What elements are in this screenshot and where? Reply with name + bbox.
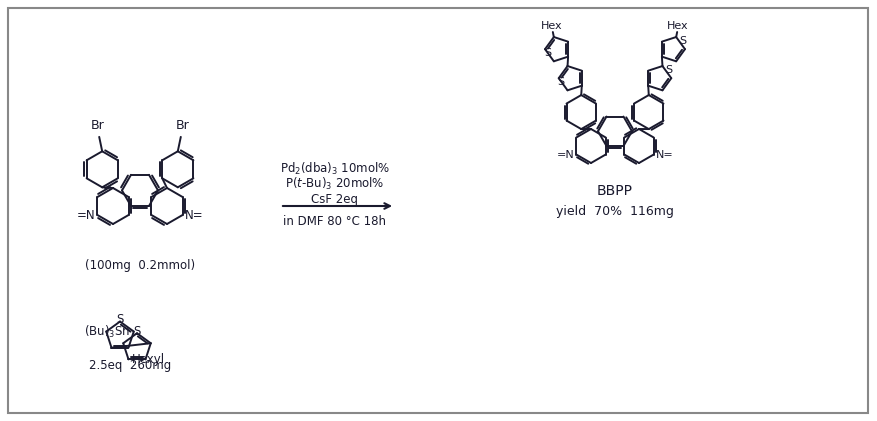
Text: S: S <box>665 65 672 75</box>
Text: (Bu)$_3$Sn: (Bu)$_3$Sn <box>84 323 131 340</box>
Text: N=: N= <box>184 208 203 221</box>
Text: yield  70%  116mg: yield 70% 116mg <box>555 205 674 218</box>
Text: Br: Br <box>90 119 104 132</box>
Text: S: S <box>678 36 685 46</box>
Text: =N: =N <box>556 149 574 160</box>
Text: S: S <box>543 48 551 58</box>
Text: (100mg  0.2mmol): (100mg 0.2mmol) <box>85 259 195 272</box>
Text: S: S <box>116 313 124 326</box>
Text: Hex: Hex <box>667 21 688 31</box>
Text: 2.5eq  260mg: 2.5eq 260mg <box>89 360 171 373</box>
Text: in DMF 80 °C 18h: in DMF 80 °C 18h <box>283 215 386 227</box>
Text: BBPP: BBPP <box>596 184 632 198</box>
Text: N=: N= <box>655 149 673 160</box>
Text: Hexyl: Hexyl <box>132 353 165 366</box>
Text: S: S <box>557 77 564 87</box>
Text: Hex: Hex <box>540 21 562 31</box>
Text: =N: =N <box>76 208 96 221</box>
Text: Br: Br <box>175 119 189 132</box>
Text: Pd$_2$(dba)$_3$ 10mol%: Pd$_2$(dba)$_3$ 10mol% <box>280 161 389 177</box>
Text: CsF 2eq: CsF 2eq <box>311 192 358 205</box>
Text: S: S <box>133 325 140 338</box>
Text: P($t$-Bu)$_3$ 20mol%: P($t$-Bu)$_3$ 20mol% <box>285 176 384 192</box>
